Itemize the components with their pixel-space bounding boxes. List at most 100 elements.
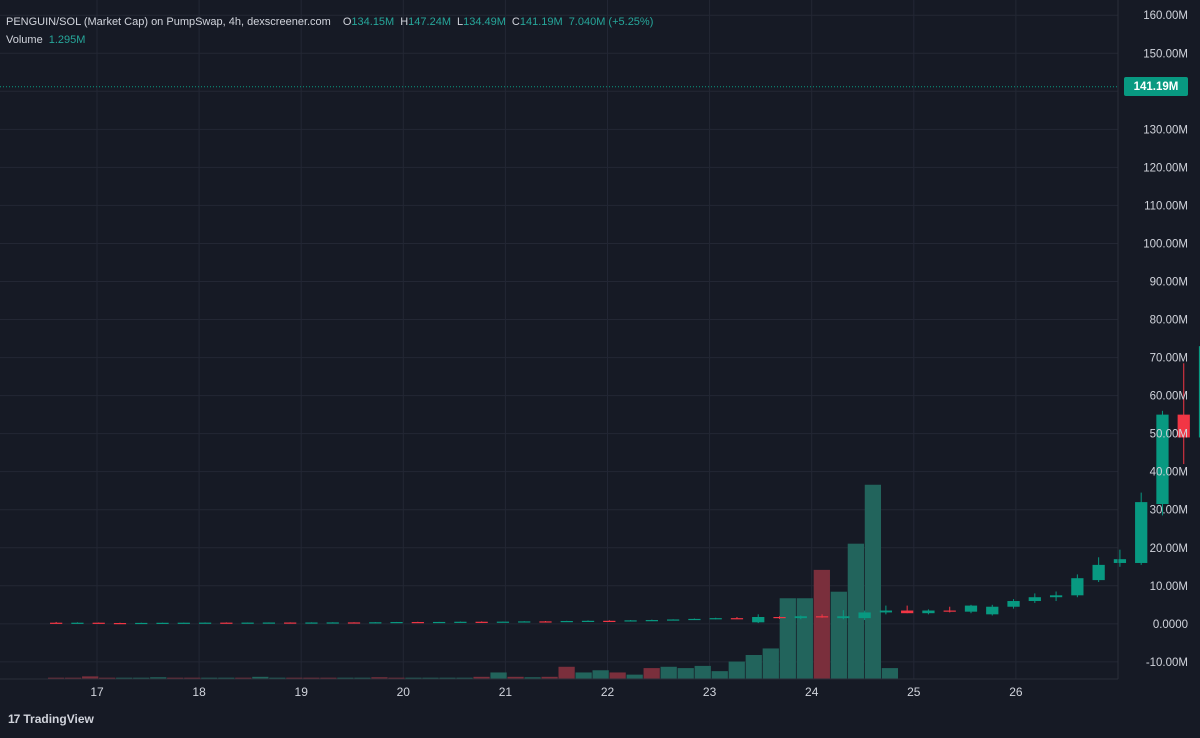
volume-bar	[524, 677, 541, 679]
price-tick-label: 130.00M	[1143, 124, 1188, 136]
price-tick-label: 120.00M	[1143, 162, 1188, 174]
volume-bars	[48, 484, 899, 679]
volume-bar	[456, 677, 473, 679]
candle-body	[773, 616, 786, 619]
volume-bar	[354, 677, 371, 679]
tradingview-brand[interactable]: 17 TradingView	[8, 712, 94, 726]
volume-bar	[728, 661, 745, 679]
volume-row: Volume 1.295M	[6, 31, 653, 49]
volume-bar	[303, 677, 320, 679]
candle-body	[1028, 597, 1041, 602]
volume-bar	[881, 668, 899, 679]
price-tick-label: 40.00M	[1150, 467, 1188, 479]
time-tick-label: 17	[90, 685, 104, 699]
volume-bar	[609, 672, 626, 679]
volume-bar	[643, 668, 660, 679]
tradingview-logo-icon: 17	[8, 712, 20, 726]
candle-body	[858, 612, 871, 619]
volume-bar	[116, 677, 133, 679]
candle-body	[518, 621, 531, 623]
volume-bar	[218, 677, 235, 679]
candle-body	[879, 610, 893, 613]
price-axis[interactable]: -10.00M 0.0000 10.00M 20.00M 30.00M 40.00M 50.…	[1117, 0, 1188, 679]
candle-body	[220, 622, 233, 624]
price-tick-label: 160.00M	[1143, 10, 1188, 22]
volume-bar	[745, 654, 762, 679]
high-label: H	[400, 16, 409, 28]
volume-bar	[864, 484, 882, 679]
candle-body	[369, 622, 382, 624]
candle-body	[730, 618, 744, 620]
open-value: 134.15M	[351, 16, 395, 28]
price-tick-label: -10.00M	[1146, 657, 1188, 669]
close-label: C	[511, 16, 520, 28]
price-tick-label: 30.00M	[1150, 505, 1188, 517]
price-tick-label: 90.00M	[1150, 276, 1188, 288]
price-tick-label: 20.00M	[1150, 543, 1188, 555]
price-tick-label: 0.0000	[1153, 619, 1188, 631]
time-tick-label: 26	[1009, 685, 1023, 699]
volume-bar	[677, 668, 694, 679]
volume-bar	[813, 569, 830, 679]
candle-body	[667, 619, 680, 621]
volume-bar	[252, 676, 269, 679]
time-tick-label: 24	[805, 685, 819, 699]
volume-bar	[592, 670, 609, 679]
candle-body	[645, 620, 658, 622]
change-value: 7.040M (+5.25%)	[568, 16, 654, 28]
candle-body	[198, 622, 212, 624]
candle-body	[156, 622, 169, 624]
candle-body	[539, 621, 552, 623]
candle-body	[1135, 502, 1148, 563]
candle-body	[901, 610, 914, 614]
last-price-tag: 141.19M	[1124, 77, 1188, 97]
volume-bar	[388, 677, 405, 679]
candle-body	[1198, 346, 1200, 438]
time-tick-label: 23	[703, 685, 717, 699]
volume-value: 1.295M	[48, 34, 86, 46]
price-tick-label: 70.00M	[1150, 353, 1188, 365]
volume-bar	[507, 676, 524, 679]
volume-bar	[558, 666, 575, 679]
candle-body	[411, 622, 424, 624]
volume-label: Volume	[6, 34, 43, 46]
symbol-title[interactable]: PENGUIN/SOL (Market Cap) on PumpSwap, 4h…	[6, 16, 331, 28]
volume-bar	[337, 677, 354, 679]
volume-bar	[65, 677, 82, 679]
chart-grid	[0, 0, 1118, 679]
candle-body	[390, 622, 403, 624]
price-tick-label: 110.00M	[1144, 200, 1188, 212]
time-tick-label: 19	[295, 685, 309, 699]
volume-bar	[201, 677, 218, 679]
candle-body	[1156, 414, 1169, 505]
candle-body	[794, 616, 807, 619]
candle-body	[50, 622, 63, 624]
high-value: 147.24M	[408, 16, 451, 28]
volume-bar	[796, 598, 813, 679]
candle-body	[262, 622, 276, 624]
volume-bar	[167, 677, 184, 679]
candle-body	[326, 622, 339, 624]
price-tick-label: 80.00M	[1150, 315, 1188, 327]
brand-name: TradingView	[23, 712, 94, 726]
candle-body	[560, 620, 573, 623]
candle-body	[496, 621, 510, 623]
candle-body	[1092, 564, 1105, 581]
candle-body	[1113, 559, 1127, 563]
close-value: 141.19M	[519, 16, 563, 28]
time-axis[interactable]: 17 18 19 20 21 22 23 24 25 26	[0, 678, 1118, 699]
volume-bar	[269, 677, 286, 679]
candle-body	[922, 610, 935, 614]
volume-bar	[575, 672, 592, 679]
volume-bar	[490, 672, 507, 679]
volume-bar	[371, 677, 388, 679]
volume-bar	[405, 677, 422, 679]
ohlc-row: PENGUIN/SOL (Market Cap) on PumpSwap, 4h…	[6, 13, 653, 31]
candle-body	[284, 622, 297, 624]
volume-bar	[48, 677, 65, 679]
volume-bar	[235, 677, 252, 679]
volume-bar	[99, 677, 116, 679]
time-tick-label: 25	[907, 685, 921, 699]
volume-bar	[184, 677, 201, 679]
